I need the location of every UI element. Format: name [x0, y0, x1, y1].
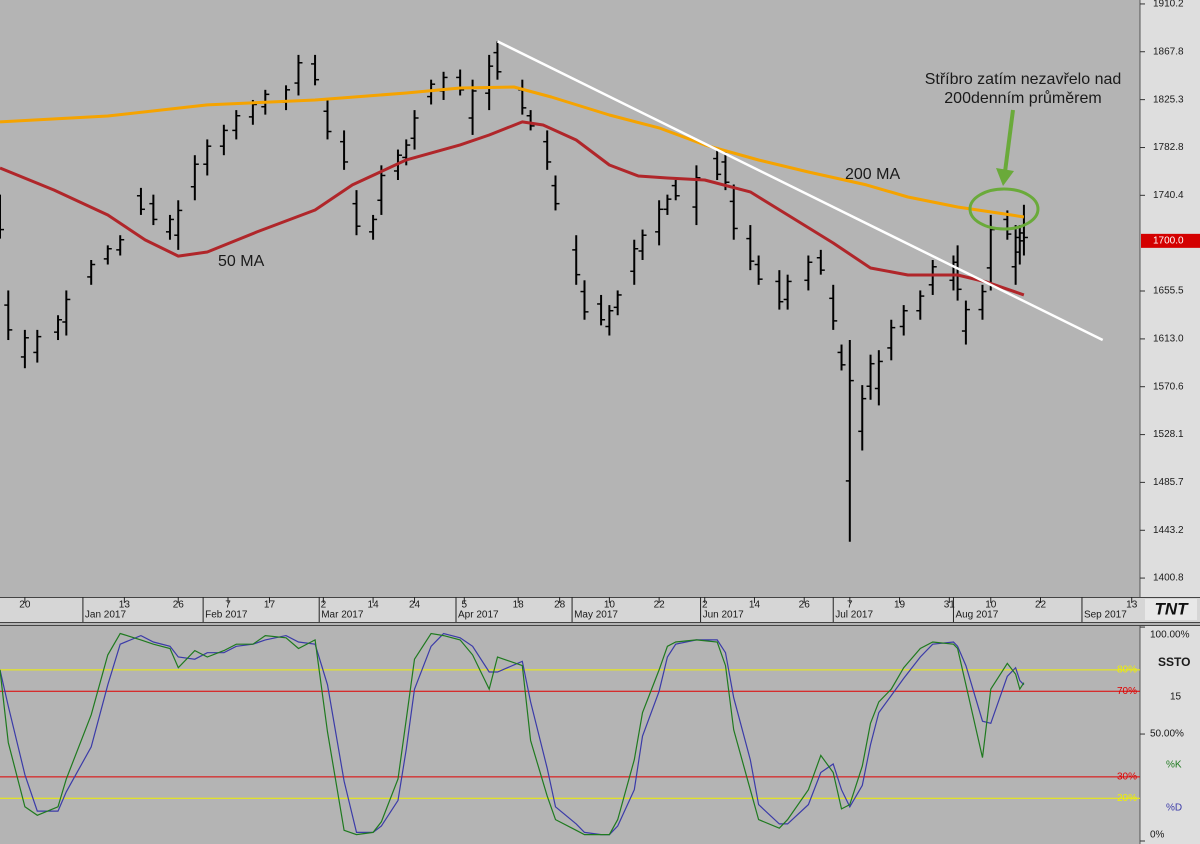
y-tick-label: 1613.0 [1153, 334, 1184, 345]
month-label: Mar 2017 [321, 610, 364, 621]
month-label: Jul 2017 [835, 610, 873, 621]
x-tick-label: 13 [1126, 600, 1138, 611]
x-tick-label: 14 [749, 600, 761, 611]
x-tick-label: 19 [894, 600, 906, 611]
y-tick-label: 1867.8 [1153, 46, 1184, 57]
x-tick-label: 5 [462, 600, 468, 611]
price-plot-bg [0, 0, 1140, 597]
level-label: 20% [1117, 793, 1137, 804]
x-tick-label: 10 [604, 600, 616, 611]
moving-average [0, 120, 1025, 297]
x-tick-label: 26 [799, 600, 811, 611]
price-axis-bg [1140, 0, 1200, 597]
y-tick-label: 0% [1150, 830, 1165, 841]
x-tick-label: 17 [264, 600, 276, 611]
moving-average [0, 85, 1025, 219]
indicator-period: 15 [1170, 692, 1182, 703]
level-label: 70% [1117, 686, 1137, 697]
last-price-label: 1700.0 [1153, 235, 1184, 246]
month-label: Feb 2017 [205, 610, 248, 621]
indicator-title: SSTO [1158, 655, 1190, 669]
highlight-ellipse [968, 187, 1040, 231]
logo-bg [1145, 599, 1197, 620]
level-label: 80% [1117, 664, 1137, 675]
x-tick-label: 22 [654, 600, 666, 611]
stochastic-line [0, 632, 1025, 836]
arrow-shaft [1003, 109, 1015, 173]
x-tick-label: 10 [985, 600, 997, 611]
stoch-plot-bg [0, 626, 1140, 844]
x-tick-label: 20 [19, 600, 31, 611]
y-tick-label: 1443.2 [1153, 525, 1184, 536]
y-tick-label: 1400.8 [1153, 573, 1184, 584]
x-tick-label: 22 [1035, 600, 1047, 611]
trendline [496, 40, 1104, 342]
x-tick-label: 24 [409, 600, 421, 611]
x-tick-label: 7 [847, 600, 853, 611]
y-tick-label: 100.00% [1150, 630, 1190, 641]
y-tick-label: 1740.4 [1153, 190, 1184, 201]
stochastic-line [0, 632, 1025, 836]
y-tick-label: 1825.3 [1153, 94, 1184, 105]
month-label: Sep 2017 [1084, 610, 1127, 621]
x-tick-label: 13 [119, 600, 131, 611]
month-label: Aug 2017 [955, 610, 998, 621]
y-tick-label: 50.00% [1150, 729, 1184, 740]
x-tick-label: 14 [368, 600, 380, 611]
x-tick-label: 7 [225, 600, 231, 611]
month-label: May 2017 [574, 610, 618, 621]
y-tick-label: 1485.7 [1153, 477, 1184, 488]
month-label: Jun 2017 [703, 610, 745, 621]
series-label: 200 MA [845, 166, 900, 183]
series-label: 50 MA [218, 253, 265, 270]
x-tick-label: 28 [554, 600, 566, 611]
month-label: Jan 2017 [85, 610, 127, 621]
y-tick-label: 1528.1 [1153, 429, 1184, 440]
series-label: %K [1166, 760, 1182, 771]
y-tick-label: 1782.8 [1153, 142, 1184, 153]
x-tick-label: 2 [702, 600, 708, 611]
annotation: 200denním průměrem [944, 89, 1101, 107]
x-tick-label: 18 [513, 600, 525, 611]
logo: TNT [1154, 599, 1189, 618]
y-tick-label: 1655.5 [1153, 286, 1184, 297]
date-strip [0, 597, 1200, 623]
annotation: Stříbro zatím nezavřelo nad [925, 71, 1122, 88]
x-tick-label: 2 [321, 600, 327, 611]
x-tick-label: 31 [944, 600, 956, 611]
x-tick-label: 26 [173, 600, 185, 611]
y-tick-label: 1570.6 [1153, 381, 1184, 392]
last-price-box [1141, 233, 1200, 248]
stoch-axis-bg [1140, 626, 1200, 844]
level-label: 30% [1117, 771, 1137, 782]
month-label: Apr 2017 [458, 610, 499, 621]
y-tick-label: 1910.2 [1153, 0, 1184, 10]
arrow-head [996, 168, 1014, 186]
series-label: %D [1166, 803, 1182, 814]
